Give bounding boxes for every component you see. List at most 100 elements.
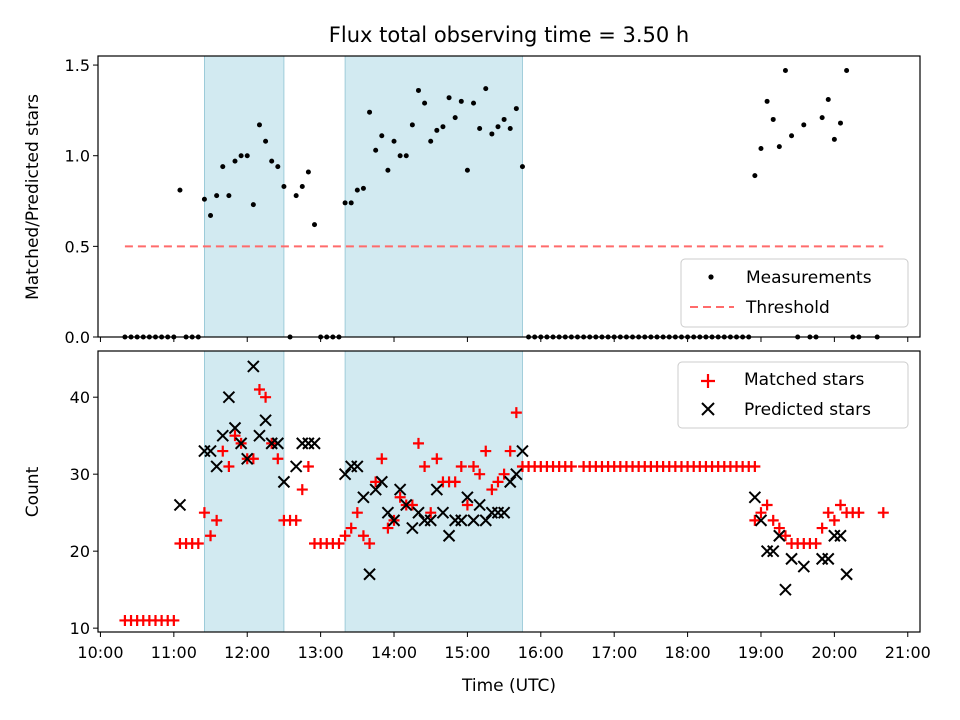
measurement-point (837, 120, 843, 126)
predicted-stars-point (241, 452, 254, 465)
measurement-point (507, 126, 513, 132)
measurement-point (397, 153, 403, 159)
measurement-point (305, 169, 311, 175)
shaded-interval (344, 55, 523, 338)
measurement-point (831, 136, 837, 142)
predicted-stars-point (510, 467, 523, 481)
measurement-point (367, 109, 373, 115)
matched-stars-point (364, 537, 376, 549)
measurement-point (501, 116, 507, 122)
predicted-stars-point (754, 514, 768, 527)
y-tick-label: 0.5 (65, 237, 90, 256)
measurement-point (440, 124, 446, 130)
x-tick-label: 21:00 (885, 643, 931, 662)
predicted-stars-point (504, 475, 517, 489)
measurement-point (201, 196, 207, 202)
x-tick-label: 20:00 (811, 643, 857, 662)
matched-stars-point (810, 537, 822, 549)
predicted-stars-point (393, 483, 407, 496)
measurement-point (446, 95, 452, 101)
measurement-point (770, 116, 776, 122)
predicted-stars-point (516, 444, 529, 458)
measurement-point (415, 87, 421, 93)
matched-stars-point (198, 507, 210, 519)
matched-stars-point (461, 499, 473, 511)
measurement-point (226, 193, 232, 199)
measurement-point (342, 200, 348, 206)
matched-stars-point (480, 445, 492, 457)
predicted-stars-point (271, 437, 285, 450)
measurement-point (409, 122, 415, 128)
measurement-point (489, 131, 495, 137)
measurement-point (477, 126, 483, 132)
matched-stars-point (449, 476, 461, 488)
y-tick-label: 20 (70, 542, 90, 561)
legend-measurements-marker (708, 274, 714, 280)
measurement-point (471, 100, 477, 106)
x-axis-label: Time (UTC) (461, 676, 556, 696)
predicted-stars-point (406, 521, 419, 535)
shaded-intervals (204, 350, 523, 633)
legend-predicted-label: Predicted stars (744, 400, 871, 420)
matched-stars-point (302, 460, 314, 472)
count-y-ticks: 10 20 30 40 (70, 388, 98, 638)
matched-stars-point (492, 476, 504, 488)
predicted-stars-point (424, 514, 437, 527)
matched-stars-point (333, 537, 345, 549)
x-tick-label: 15:00 (444, 643, 490, 662)
measurement-point (422, 100, 428, 106)
matched-stars-point (260, 391, 272, 403)
predicted-stars-point (430, 483, 444, 496)
matched-stars-point (376, 453, 388, 465)
count-data (119, 360, 889, 626)
matched-stars-point (211, 514, 223, 526)
matched-stars-point (357, 530, 369, 542)
measurement-point (844, 68, 850, 74)
predicted-stars-point (259, 414, 272, 427)
matched-stars-point (816, 522, 828, 534)
matched-stars-point (419, 460, 431, 472)
matched-stars-point (504, 445, 516, 457)
matched-stars-point (253, 383, 265, 395)
predicted-stars-point (296, 437, 309, 450)
matched-stars-point (510, 407, 522, 419)
predicted-stars-point (479, 514, 492, 527)
matched-stars-point (498, 468, 510, 480)
matched-stars-point (877, 507, 889, 519)
matched-stars-point (351, 507, 363, 519)
matched-stars-point (853, 507, 865, 519)
matched-stars-point (406, 499, 418, 511)
matched-stars-point (755, 507, 767, 519)
measurement-point (776, 144, 782, 150)
measurement-point (348, 200, 354, 206)
measurement-point (312, 222, 318, 228)
matched-stars-point (468, 460, 480, 472)
predicted-stars-point (387, 514, 401, 527)
measurement-point (385, 167, 391, 173)
predicted-stars-point (204, 444, 217, 458)
ratio-x-ticks (99, 337, 909, 342)
ratio-y-ticks: 0.0 0.5 1.0 1.5 (65, 56, 98, 347)
count-legend-box (677, 361, 909, 429)
matched-stars-point (217, 445, 229, 457)
matched-stars-point (247, 453, 259, 465)
measurement-point (232, 158, 238, 164)
predicted-stars-point (748, 491, 762, 504)
matched-stars-point (192, 537, 204, 549)
matched-stars-point (834, 499, 846, 511)
predicted-stars-point (760, 544, 774, 558)
count-legend: Matched stars Predicted stars (677, 361, 909, 429)
matched-stars-point (272, 453, 284, 465)
measurement-point (360, 185, 366, 191)
matched-stars-point (229, 430, 241, 442)
predicted-stars-point (228, 421, 242, 435)
matched-stars-point (779, 530, 791, 542)
measurement-point (256, 122, 262, 128)
predicted-stars-point (828, 529, 841, 542)
matched-stars-point (412, 437, 424, 449)
count-panel-frame (97, 350, 921, 633)
shaded-interval (204, 350, 285, 633)
legend-predicted-marker (701, 402, 715, 416)
x-tick-label: 19:00 (738, 643, 784, 662)
